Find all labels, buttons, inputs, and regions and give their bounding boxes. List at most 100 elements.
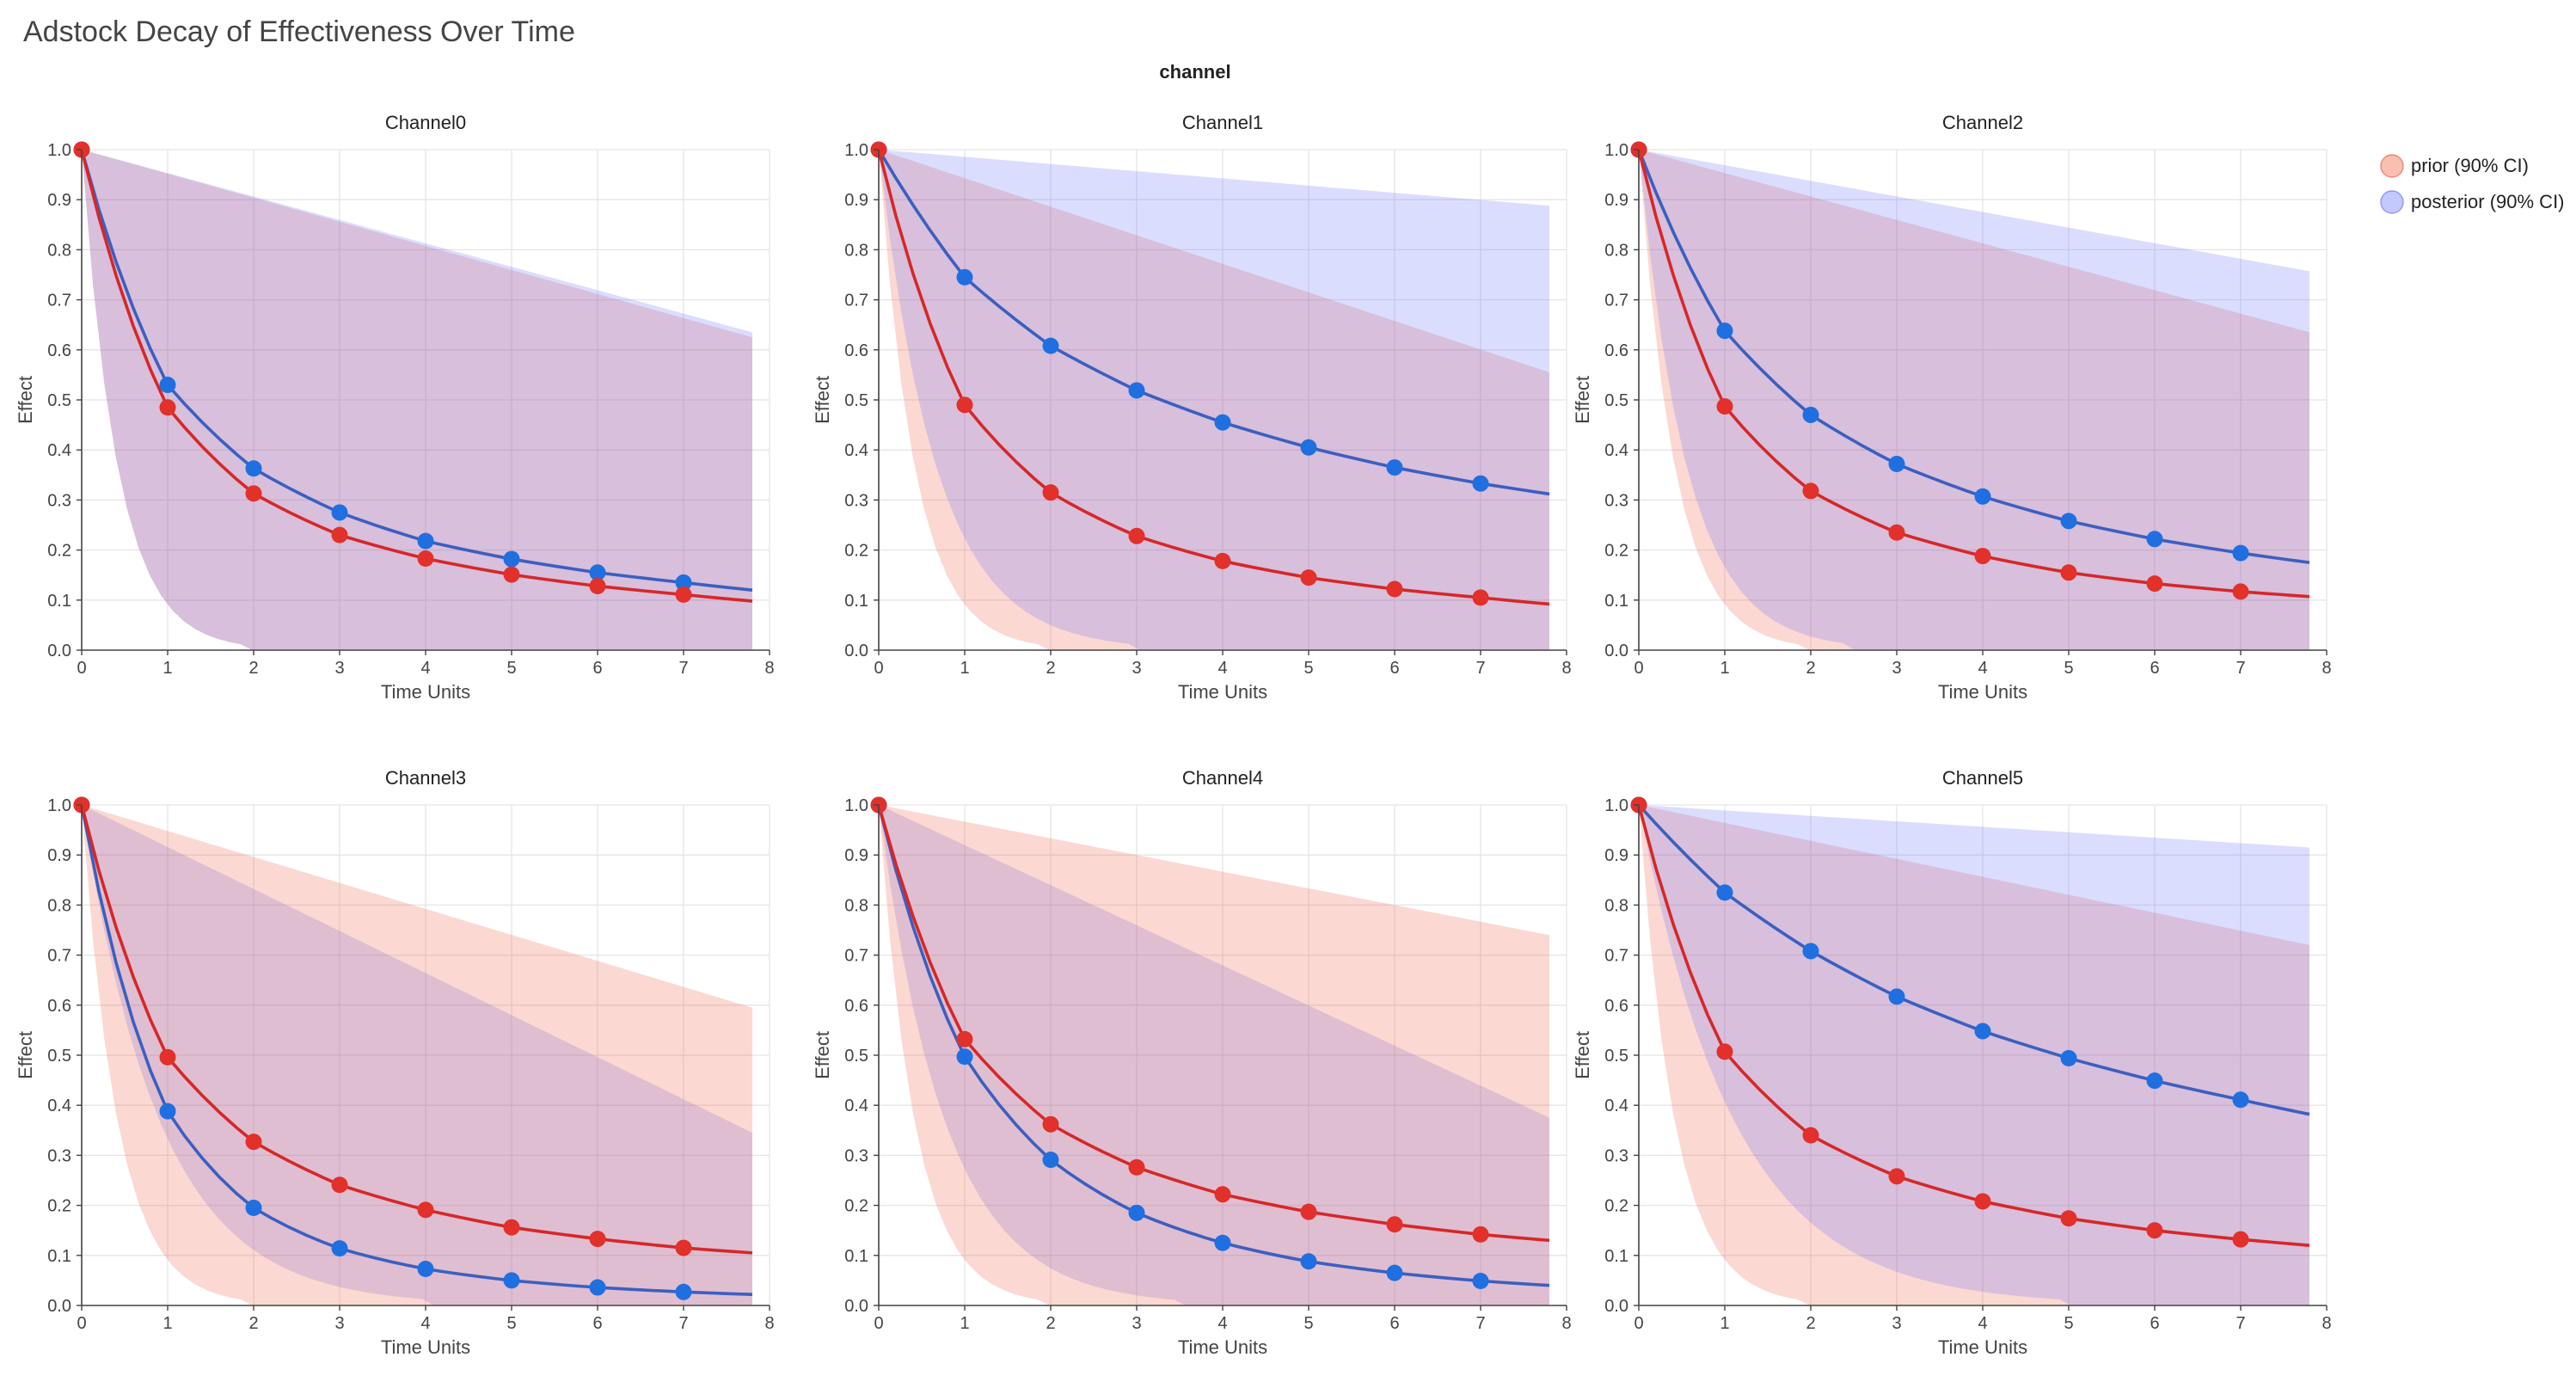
svg-text:0.0: 0.0 (47, 1297, 71, 1316)
svg-text:5: 5 (2064, 1314, 2073, 1333)
svg-text:1.0: 1.0 (844, 796, 868, 815)
svg-text:0.2: 0.2 (1604, 1197, 1628, 1216)
svg-text:Time Units: Time Units (1938, 681, 2027, 703)
svg-text:6: 6 (2150, 659, 2159, 678)
svg-text:7: 7 (678, 659, 688, 678)
svg-text:5: 5 (2064, 659, 2073, 678)
svg-text:0.2: 0.2 (844, 542, 868, 561)
svg-text:0.1: 0.1 (1604, 592, 1628, 611)
svg-text:5: 5 (506, 659, 516, 678)
svg-text:Effect: Effect (812, 1031, 833, 1079)
svg-text:0.6: 0.6 (1604, 997, 1628, 1016)
svg-text:0.7: 0.7 (1604, 292, 1628, 310)
svg-text:1: 1 (960, 659, 969, 678)
svg-text:Effect: Effect (15, 376, 36, 424)
svg-text:4: 4 (420, 659, 430, 678)
svg-text:3: 3 (1892, 659, 1901, 678)
svg-text:0.9: 0.9 (47, 191, 71, 210)
svg-text:1.0: 1.0 (47, 796, 71, 815)
svg-text:8: 8 (1561, 659, 1571, 678)
svg-text:0.0: 0.0 (844, 1297, 868, 1316)
svg-text:0.4: 0.4 (47, 441, 71, 460)
svg-text:0.3: 0.3 (844, 491, 868, 510)
svg-text:4: 4 (420, 1314, 430, 1333)
svg-text:6: 6 (1389, 1314, 1399, 1333)
svg-text:0.0: 0.0 (1604, 1297, 1628, 1316)
svg-text:8: 8 (1561, 1314, 1571, 1333)
svg-text:1: 1 (163, 1314, 172, 1333)
svg-text:0.7: 0.7 (47, 947, 71, 966)
svg-text:0.1: 0.1 (47, 1247, 71, 1266)
svg-text:0.5: 0.5 (1604, 391, 1628, 410)
svg-text:7: 7 (1475, 659, 1485, 678)
svg-text:0.3: 0.3 (1604, 491, 1628, 510)
svg-text:6: 6 (592, 1314, 602, 1333)
svg-text:Effect: Effect (1572, 376, 1593, 424)
svg-text:0.1: 0.1 (1604, 1247, 1628, 1266)
svg-text:Channel5: Channel5 (1942, 767, 2023, 789)
svg-text:Time Units: Time Units (1938, 1336, 2027, 1358)
svg-text:0: 0 (1634, 659, 1643, 678)
svg-text:0.3: 0.3 (47, 1146, 71, 1165)
svg-text:Effect: Effect (812, 376, 833, 424)
svg-text:4: 4 (1978, 1314, 1987, 1333)
svg-text:0.9: 0.9 (47, 846, 71, 865)
svg-text:2: 2 (1046, 1314, 1055, 1333)
svg-text:0.6: 0.6 (1604, 341, 1628, 360)
svg-text:0.0: 0.0 (1604, 642, 1628, 660)
svg-text:0.9: 0.9 (844, 846, 868, 865)
svg-text:0: 0 (874, 659, 883, 678)
svg-text:0.4: 0.4 (844, 441, 868, 460)
svg-text:0.9: 0.9 (844, 191, 868, 210)
svg-text:6: 6 (1389, 659, 1399, 678)
svg-text:0.7: 0.7 (1604, 947, 1628, 966)
svg-text:4: 4 (1978, 659, 1987, 678)
svg-text:0.8: 0.8 (844, 241, 868, 260)
svg-text:0.4: 0.4 (1604, 441, 1628, 460)
svg-text:0.2: 0.2 (844, 1197, 868, 1216)
svg-text:7: 7 (678, 1314, 688, 1333)
svg-text:0.5: 0.5 (844, 1047, 868, 1066)
svg-text:2: 2 (1806, 1314, 1815, 1333)
svg-text:1.0: 1.0 (844, 141, 868, 160)
svg-text:0.7: 0.7 (844, 292, 868, 310)
svg-text:Channel3: Channel3 (385, 767, 466, 789)
svg-text:8: 8 (2321, 659, 2331, 678)
svg-text:7: 7 (2236, 1314, 2245, 1333)
svg-text:0: 0 (77, 1314, 86, 1333)
svg-text:1.0: 1.0 (1604, 796, 1628, 815)
svg-text:0.6: 0.6 (47, 997, 71, 1016)
svg-text:0.0: 0.0 (47, 642, 71, 660)
svg-text:0.0: 0.0 (844, 642, 868, 660)
svg-text:Channel1: Channel1 (1182, 112, 1263, 133)
svg-text:0.8: 0.8 (1604, 896, 1628, 915)
svg-text:0.5: 0.5 (47, 1047, 71, 1066)
svg-text:Adstock Decay of Effectiveness: Adstock Decay of Effectiveness Over Time (23, 15, 575, 48)
svg-text:0.2: 0.2 (47, 1197, 71, 1216)
svg-text:prior (90% CI): prior (90% CI) (2411, 155, 2529, 176)
svg-text:0.1: 0.1 (844, 1247, 868, 1266)
svg-text:1: 1 (163, 659, 172, 678)
svg-text:0.6: 0.6 (844, 341, 868, 360)
svg-text:Channel2: Channel2 (1942, 112, 2023, 133)
svg-text:0.3: 0.3 (47, 491, 71, 510)
svg-text:5: 5 (1303, 659, 1313, 678)
svg-text:0.2: 0.2 (47, 542, 71, 561)
svg-text:posterior (90% CI): posterior (90% CI) (2411, 191, 2565, 212)
svg-text:Time Units: Time Units (381, 1336, 470, 1358)
svg-text:Channel0: Channel0 (385, 112, 466, 133)
svg-text:3: 3 (334, 659, 344, 678)
svg-text:0.5: 0.5 (844, 391, 868, 410)
svg-text:Channel4: Channel4 (1182, 767, 1263, 789)
svg-text:3: 3 (1892, 1314, 1901, 1333)
svg-text:0.9: 0.9 (1604, 846, 1628, 865)
svg-text:2: 2 (1806, 659, 1815, 678)
svg-text:0.8: 0.8 (47, 241, 71, 260)
svg-text:Effect: Effect (1572, 1031, 1593, 1079)
svg-text:3: 3 (334, 1314, 344, 1333)
svg-text:0.4: 0.4 (47, 1096, 71, 1115)
svg-text:Time Units: Time Units (381, 681, 470, 703)
svg-text:8: 8 (764, 1314, 774, 1333)
svg-text:1.0: 1.0 (1604, 141, 1628, 160)
svg-text:7: 7 (1475, 1314, 1485, 1333)
